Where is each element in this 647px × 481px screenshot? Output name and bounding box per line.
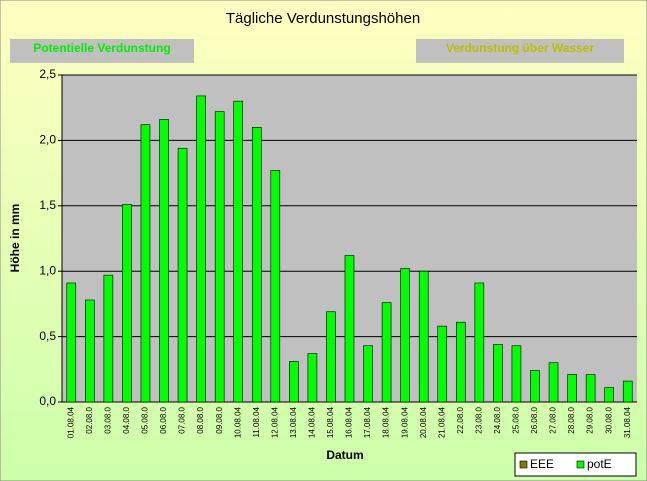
x-tick-label: 10.08.04 xyxy=(233,406,242,438)
x-tick-label: 16.08.04 xyxy=(345,406,354,438)
bar xyxy=(140,124,151,403)
x-tick-label: 04.08.0 xyxy=(122,406,131,433)
legend-label: EEE xyxy=(530,457,554,471)
bar xyxy=(103,274,114,403)
x-tick-label: 27.08.0 xyxy=(549,406,558,433)
x-tick-label: 21.08.04 xyxy=(437,406,446,438)
bar xyxy=(214,111,225,403)
x-tick-label: 25.08.0 xyxy=(512,406,521,433)
legend-swatch xyxy=(576,460,585,469)
bar xyxy=(289,361,299,403)
bar xyxy=(567,374,577,403)
x-tick-label: 12.08.04 xyxy=(270,406,279,438)
bar xyxy=(196,95,206,403)
x-tick-label: 08.08.0 xyxy=(196,406,205,433)
y-tick-label: 2,5 xyxy=(39,67,56,81)
x-tick-label: 20.08.04 xyxy=(419,406,428,438)
bar xyxy=(437,325,448,403)
x-tick-label: 02.08.0 xyxy=(85,406,94,433)
bar xyxy=(270,170,281,403)
y-tick-label: 0,5 xyxy=(39,329,56,343)
x-tick-label: 24.08.0 xyxy=(493,406,502,433)
bar xyxy=(511,345,522,403)
bar xyxy=(585,374,596,403)
x-tick-label: 30.08.0 xyxy=(604,406,613,433)
y-axis-label: Höhe in mm xyxy=(8,204,22,273)
bar xyxy=(455,321,466,403)
bar xyxy=(159,119,169,403)
bar xyxy=(344,255,355,403)
bar xyxy=(400,268,410,403)
x-tick-label: 31.08.04 xyxy=(623,406,632,438)
bar xyxy=(418,270,429,403)
x-tick-label: 05.08.0 xyxy=(141,406,150,433)
legend-label: potE xyxy=(587,457,612,471)
x-tick-label: 13.08.04 xyxy=(289,406,298,438)
button[interactable] xyxy=(416,39,624,63)
bar xyxy=(177,147,188,403)
bar xyxy=(604,387,614,403)
x-tick-label: 03.08.0 xyxy=(103,406,112,433)
bar xyxy=(326,311,336,403)
x-tick-label: 06.08.0 xyxy=(159,406,168,433)
button-label[interactable]: Verdunstung über Wasser xyxy=(446,41,595,55)
x-tick-label: 19.08.04 xyxy=(400,406,409,438)
chart-title: Tägliche Verdunstungshöhen xyxy=(226,10,420,27)
bar xyxy=(251,127,262,403)
bar xyxy=(66,282,77,403)
x-axis-label: Datum xyxy=(326,448,363,462)
bar xyxy=(381,302,392,403)
bar xyxy=(85,299,95,403)
bar xyxy=(474,282,485,403)
y-tick-label: 0,0 xyxy=(39,394,56,408)
legend-swatch xyxy=(519,460,528,469)
x-tick-label: 26.08.0 xyxy=(530,406,539,433)
bar xyxy=(233,100,244,403)
x-tick-label: 22.08.0 xyxy=(456,406,465,433)
y-tick-label: 1,0 xyxy=(39,263,56,277)
x-tick-label: 29.08.0 xyxy=(586,406,595,433)
bar xyxy=(307,353,318,403)
bar xyxy=(622,380,633,403)
x-tick-label: 01.08.04 xyxy=(66,406,75,438)
button[interactable] xyxy=(10,39,194,63)
y-tick-label: 2,0 xyxy=(39,133,56,147)
x-tick-label: 09.08.0 xyxy=(215,406,224,433)
x-tick-label: 07.08.0 xyxy=(178,406,187,433)
bar xyxy=(363,345,373,403)
legend xyxy=(514,452,637,477)
x-tick-label: 23.08.0 xyxy=(474,406,483,433)
x-tick-label: 11.08.04 xyxy=(252,406,261,437)
bar xyxy=(548,362,559,403)
x-tick-label: 14.08.04 xyxy=(308,406,317,438)
button-label[interactable]: Potentielle Verdunstung xyxy=(33,41,170,55)
bar xyxy=(493,344,503,403)
x-tick-label: 15.08.04 xyxy=(326,406,335,438)
x-tick-label: 17.08.04 xyxy=(363,406,372,438)
x-tick-label: 28.08.0 xyxy=(567,406,576,433)
bar xyxy=(530,370,540,403)
y-tick-label: 1,5 xyxy=(39,198,56,212)
x-tick-label: 18.08.04 xyxy=(382,406,391,438)
bar xyxy=(122,204,132,403)
